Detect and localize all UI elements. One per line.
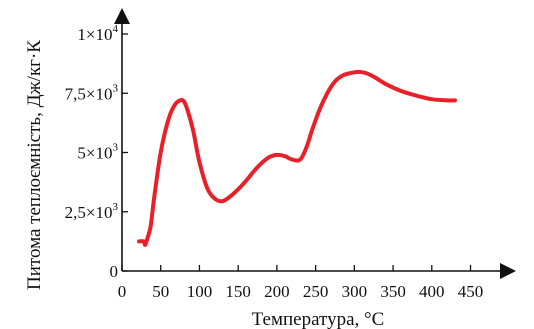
series-group xyxy=(137,69,457,247)
axes xyxy=(114,8,516,279)
x-tick-label: 200 xyxy=(264,282,290,301)
x-tick-label: 150 xyxy=(225,282,251,301)
y-tick-label: 1×104 xyxy=(77,23,118,44)
x-tick-label: 300 xyxy=(342,282,368,301)
y-axis-ticks: 0 2,5×103 5×103 7,5×103 1×104 xyxy=(65,23,128,281)
y-tick-label: 0 xyxy=(110,262,119,281)
y-tick-label: 7,5×103 xyxy=(65,82,119,103)
y-axis-title: Питома теплоємність, Дж/кг·К xyxy=(24,40,45,290)
x-axis-ticks: 0 50 100 150 200 250 300 350 400 450 xyxy=(118,265,484,301)
x-tick-label: 350 xyxy=(380,282,406,301)
x-axis-title: Температура, °C xyxy=(252,309,385,329)
series-line xyxy=(137,69,457,247)
x-tick-label: 400 xyxy=(419,282,445,301)
y-tick-label: 2,5×103 xyxy=(65,201,119,222)
x-tick-label: 0 xyxy=(118,282,127,301)
y-tick-label: 5×103 xyxy=(77,142,118,163)
x-tick-label: 250 xyxy=(303,282,329,301)
x-tick-label: 100 xyxy=(187,282,213,301)
x-tick-label: 450 xyxy=(458,282,484,301)
x-tick-label: 50 xyxy=(152,282,169,301)
